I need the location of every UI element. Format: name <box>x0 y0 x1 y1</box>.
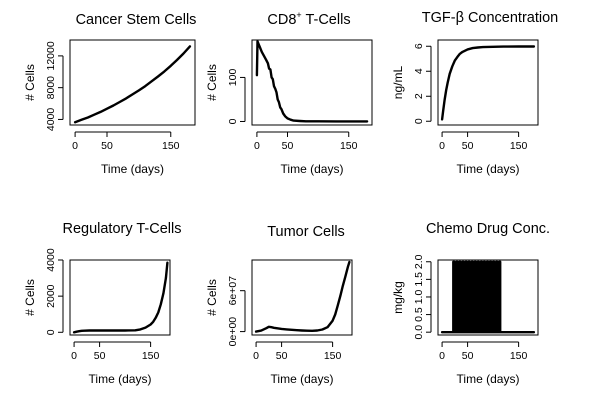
y-tick-label-treg: 2000 <box>45 284 57 308</box>
x-tick-label-tgf: 0 <box>439 140 445 152</box>
title-treg: Regulatory T-Cells <box>62 221 181 237</box>
y-label-treg: # Cells <box>23 279 37 316</box>
panel-tumor: Tumor Cells 0 50 150 Time (days) 0e+00 6e+07 # … <box>205 224 353 386</box>
x-tick-label-cd8: 150 <box>340 140 358 152</box>
x-tick-label-chemo: 0 <box>439 350 445 362</box>
x-tick-label-tumor: 50 <box>276 350 288 362</box>
panel-csc: Cancer Stem Cells 0 50 150 Time (days) 4000 80… <box>23 12 196 176</box>
x-label-cd8: Time (days) <box>281 162 344 176</box>
plot-box-csc <box>69 39 196 126</box>
y-label-cd8: # Cells <box>205 64 219 101</box>
x-label-chemo: Time (days) <box>457 372 520 386</box>
series-line-treg <box>72 261 169 334</box>
x-tick-label-tgf: 150 <box>510 140 528 152</box>
x-label-tumor: Time (days) <box>271 372 334 386</box>
y-tick-label-csc: 4000 <box>45 108 57 132</box>
y-tick-label-tgf: 6 <box>413 43 425 49</box>
y-tick-label-chemo: 0.0 <box>413 325 425 340</box>
x-tick-label-cd8: 50 <box>282 140 294 152</box>
y-tick-label-cd8: 100 <box>227 69 239 87</box>
title-tgf: TGF-β Concentration <box>422 10 558 26</box>
series-line-cd8 <box>255 40 369 123</box>
y-tick-label-tumor: 0e+00 <box>227 317 239 347</box>
plot-box-chemo <box>437 259 539 336</box>
title-cd8: CD8+ T-Cells <box>267 10 350 28</box>
y-tick-label-chemo: 0.5 <box>413 307 425 322</box>
y-tick-label-cd8: 0 <box>227 118 239 124</box>
x-label-csc: Time (days) <box>101 162 164 176</box>
x-label-tgf: Time (days) <box>457 162 520 176</box>
x-tick-label-cd8: 0 <box>254 140 260 152</box>
y-tick-label-csc: 8000 <box>45 76 57 100</box>
panel-cd8: CD8+ T-Cells 0 50 150 Time (days) 0 100 # Cells <box>205 10 373 176</box>
x-tick-label-csc: 150 <box>162 140 180 152</box>
panel-chemo: Chemo Drug Conc. 0 50 150 Time (days) 0.0 0.5 1… <box>391 221 550 386</box>
x-tick-label-chemo: 50 <box>462 350 474 362</box>
y-label-chemo: mg/kg <box>391 281 405 314</box>
y-tick-label-chemo: 1.0 <box>413 290 425 305</box>
x-tick-label-treg: 0 <box>71 350 77 362</box>
y-tick-label-tumor: 6e+07 <box>227 276 239 306</box>
series-line-tgf <box>440 45 536 121</box>
x-label-treg: Time (days) <box>89 372 152 386</box>
y-tick-label-treg: 0 <box>45 329 57 335</box>
y-label-tgf: ng/mL <box>391 66 405 100</box>
x-tick-label-csc: 50 <box>101 140 113 152</box>
x-tick-label-tumor: 0 <box>253 350 259 362</box>
y-tick-label-tgf: 0 <box>413 118 425 124</box>
plot-box-tumor <box>251 259 353 336</box>
title-csc: Cancer Stem Cells <box>76 12 197 28</box>
series-line-csc <box>73 45 192 124</box>
y-label-tumor: # Cells <box>205 279 219 316</box>
title-tumor: Tumor Cells <box>267 224 345 240</box>
y-tick-label-csc: 12000 <box>45 41 57 70</box>
plot-box-tgf <box>437 39 539 126</box>
x-tick-label-tgf: 50 <box>462 140 474 152</box>
x-tick-label-tumor: 150 <box>324 350 342 362</box>
x-tick-label-chemo: 150 <box>510 350 528 362</box>
y-tick-label-chemo: 1.5 <box>413 272 425 287</box>
y-tick-label-treg: 4000 <box>45 248 57 272</box>
x-tick-label-treg: 150 <box>142 350 160 362</box>
series-line-chemo <box>440 260 536 334</box>
plot-box-treg <box>69 259 171 336</box>
x-tick-label-treg: 50 <box>94 350 106 362</box>
panel-tgf: TGF-β Concentration 0 50 150 Time (days) 0 2 4 6… <box>391 10 558 176</box>
series-line-tumor <box>254 260 351 333</box>
y-tick-label-chemo: 2.0 <box>413 254 425 269</box>
title-chemo: Chemo Drug Conc. <box>426 221 550 237</box>
y-label-csc: # Cells <box>23 64 37 101</box>
plot-box-cd8 <box>251 39 373 126</box>
x-tick-label-csc: 0 <box>72 140 78 152</box>
y-tick-label-tgf: 4 <box>413 68 425 74</box>
y-tick-label-tgf: 2 <box>413 93 425 99</box>
panel-treg: Regulatory T-Cells 0 50 150 Time (days) 0 2000… <box>23 221 182 386</box>
